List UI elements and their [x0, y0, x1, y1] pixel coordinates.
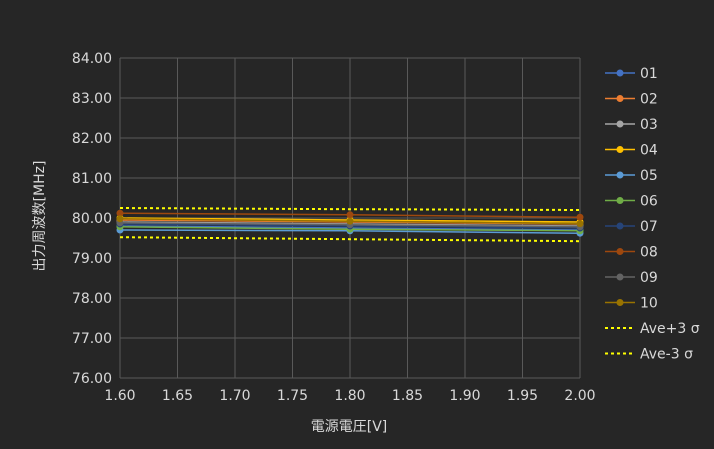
data-point — [346, 211, 354, 219]
y-tick-label: 78.00 — [72, 291, 112, 307]
series-lines — [116, 207, 584, 243]
legend-label: 05 — [640, 168, 658, 184]
legend-label: 01 — [640, 66, 658, 82]
y-tick-label: 76.00 — [72, 371, 112, 387]
legend-label: Ave+3 σ — [640, 321, 700, 337]
series-line — [119, 236, 581, 243]
y-tick-label: 82.00 — [72, 131, 112, 147]
x-tick-label: 1.90 — [449, 388, 480, 404]
legend-label: 02 — [640, 92, 658, 108]
x-tick-label: 1.85 — [392, 388, 423, 404]
x-tick-label: 1.75 — [277, 388, 308, 404]
y-tick-label: 83.00 — [72, 91, 112, 107]
legend-label: 10 — [640, 296, 658, 312]
legend-label: 06 — [640, 194, 658, 210]
y-axis-title: 出力周波数[MHz] — [32, 161, 48, 272]
legend: 01 02 03 04 05 06 07 08 09 10 Ave+3 σ Ave-3 σ — [605, 66, 700, 363]
legend-marker — [616, 120, 624, 128]
legend-marker — [616, 273, 624, 281]
y-tick-labels: 76.00 77.00 78.00 79.00 80.00 81.00 82.00 83.00… — [72, 51, 112, 387]
data-point — [576, 213, 584, 221]
x-tick-label: 1.65 — [162, 388, 193, 404]
x-tick-label: 2.00 — [564, 388, 595, 404]
legend-label: 07 — [640, 219, 658, 235]
legend-label: 04 — [640, 143, 658, 159]
x-axis-title: 電源電圧[V] — [311, 419, 388, 435]
data-point — [346, 217, 354, 225]
legend-marker — [616, 197, 624, 204]
legend-marker — [616, 248, 624, 255]
legend-marker — [616, 299, 624, 306]
legend-label: 03 — [640, 117, 658, 133]
y-tick-label: 84.00 — [72, 51, 112, 67]
series-line — [119, 207, 581, 211]
x-tick-label: 1.80 — [334, 388, 365, 404]
x-tick-label: 1.70 — [219, 388, 250, 404]
legend-marker — [616, 222, 624, 230]
y-tick-label: 77.00 — [72, 331, 112, 347]
legend-marker — [616, 69, 624, 77]
legend-marker — [616, 171, 624, 179]
x-tick-label: 1.60 — [104, 388, 135, 404]
legend-label: 08 — [640, 245, 658, 261]
legend-marker — [616, 146, 624, 153]
x-tick-labels: 1.60 1.65 1.70 1.75 1.80 1.85 1.90 1.95 2.00 — [104, 388, 595, 404]
legend-label: 09 — [640, 270, 658, 286]
data-point — [116, 215, 124, 223]
y-tick-label: 80.00 — [72, 211, 112, 227]
legend-label: Ave-3 σ — [640, 347, 693, 363]
data-point — [576, 220, 584, 228]
y-tick-label: 81.00 — [72, 171, 112, 187]
y-tick-label: 79.00 — [72, 251, 112, 267]
data-point — [116, 209, 124, 217]
x-tick-label: 1.95 — [507, 388, 538, 404]
legend-marker — [616, 95, 624, 102]
